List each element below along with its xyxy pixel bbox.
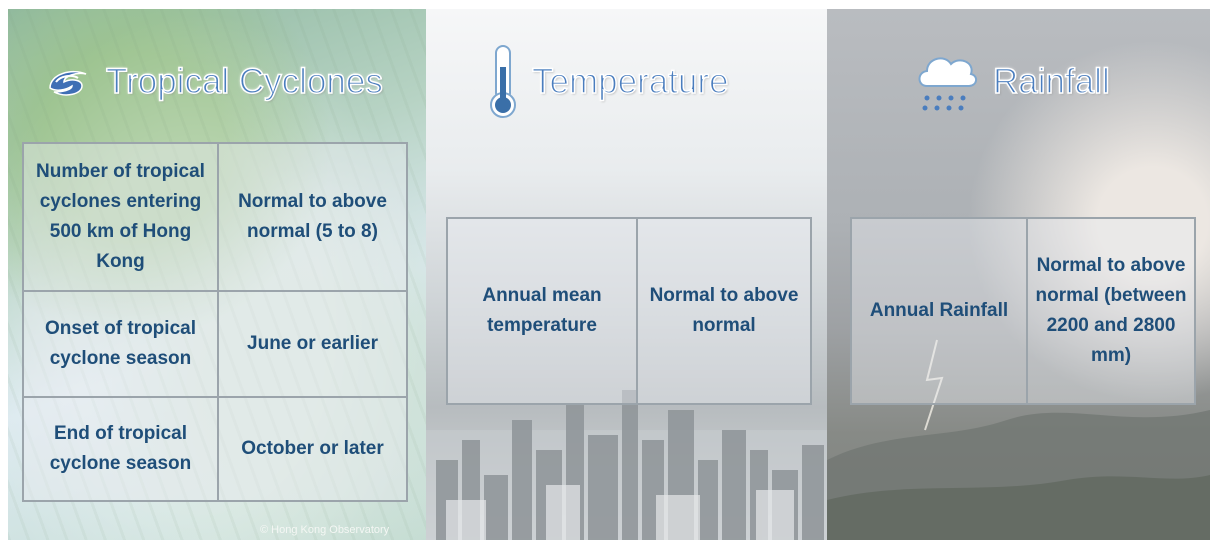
storm-landscape-image	[827, 339, 1210, 540]
temperature-panel: Temperature Annual mean temperature Norm…	[426, 9, 827, 540]
temperature-title: Temperature	[531, 61, 729, 102]
rainfall-panel: Rainfall Annual Rainfall Normal to above…	[827, 9, 1210, 540]
table-cell-value: Normal to above normal (between 2200 and…	[1026, 217, 1196, 405]
table-row: Number of tropical cyclones entering 500…	[22, 142, 408, 292]
thermometer-icon	[490, 45, 516, 118]
temperature-table: Annual mean temperature Normal to above …	[446, 217, 812, 405]
table-row: Annual Rainfall Normal to above normal (…	[850, 217, 1196, 405]
table-cell-label: Onset of tropical cyclone season	[22, 290, 219, 398]
table-cell-value: October or later	[217, 396, 408, 502]
table-row: Annual mean temperature Normal to above …	[446, 217, 812, 405]
table-cell-label: Annual Rainfall	[850, 217, 1028, 405]
tropical-cyclones-panel: Tropical Cyclones Number of tropical cyc…	[8, 9, 426, 540]
city-skyline-image	[426, 390, 827, 540]
cyclones-title: Tropical Cyclones	[105, 61, 383, 102]
temperature-heading: Temperature	[486, 45, 729, 118]
table-cell-label: End of tropical cyclone season	[22, 396, 219, 502]
table-cell-label: Number of tropical cyclones entering 500…	[22, 142, 219, 292]
copyright-notice: © Hong Kong Observatory	[260, 524, 390, 536]
cyclone-icon	[49, 70, 87, 96]
table-cell-value: Normal to above normal	[636, 217, 812, 405]
table-cell-value: Normal to above normal (5 to 8)	[217, 142, 408, 292]
table-cell-value: June or earlier	[217, 290, 408, 398]
table-row: Onset of tropical cyclone season June or…	[22, 290, 408, 398]
rain-cloud-icon	[918, 57, 977, 111]
rainfall-title: Rainfall	[992, 61, 1110, 102]
rainfall-table: Annual Rainfall Normal to above normal (…	[850, 217, 1196, 405]
rainfall-heading: Rainfall	[915, 47, 1110, 117]
table-row: End of tropical cyclone season October o…	[22, 396, 408, 502]
cyclones-heading: Tropical Cyclones	[42, 47, 384, 117]
table-cell-label: Annual mean temperature	[446, 217, 638, 405]
cyclones-table: Number of tropical cyclones entering 500…	[22, 142, 408, 502]
